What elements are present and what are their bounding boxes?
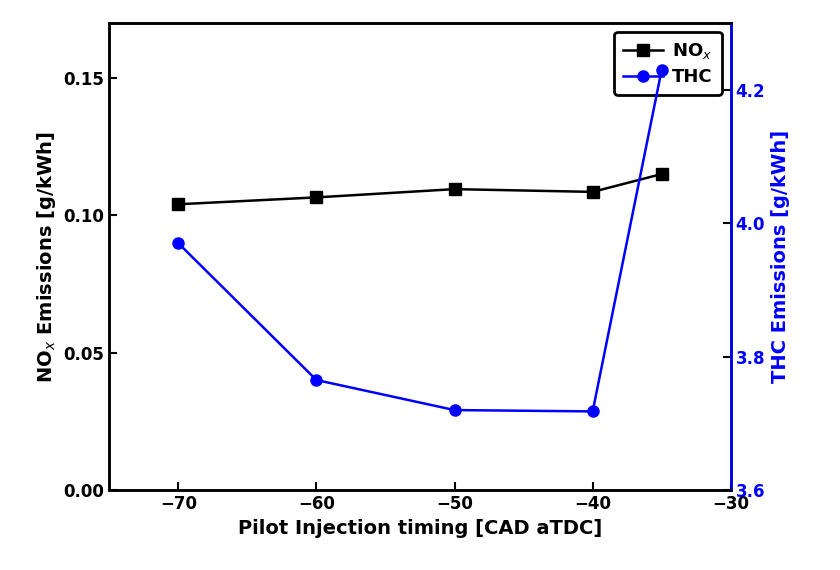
NO$_x$: [588, 189, 598, 196]
NO$_x$: [657, 170, 667, 177]
Legend: NO$_x$, THC: NO$_x$, THC: [614, 32, 722, 95]
NO$_x$: [449, 186, 459, 193]
Y-axis label: NO$_x$ Emissions [g/kWh]: NO$_x$ Emissions [g/kWh]: [35, 131, 58, 382]
NO$_x$: [312, 194, 322, 201]
THC: [449, 406, 459, 413]
Y-axis label: THC Emissions [g/kWh]: THC Emissions [g/kWh]: [771, 130, 790, 383]
NO$_x$: [173, 201, 183, 207]
THC: [657, 66, 667, 73]
Line: NO$_x$: NO$_x$: [173, 169, 667, 210]
THC: [312, 377, 322, 384]
THC: [588, 408, 598, 415]
THC: [173, 240, 183, 247]
Line: THC: THC: [173, 64, 667, 417]
X-axis label: Pilot Injection timing [CAD aTDC]: Pilot Injection timing [CAD aTDC]: [238, 519, 602, 538]
